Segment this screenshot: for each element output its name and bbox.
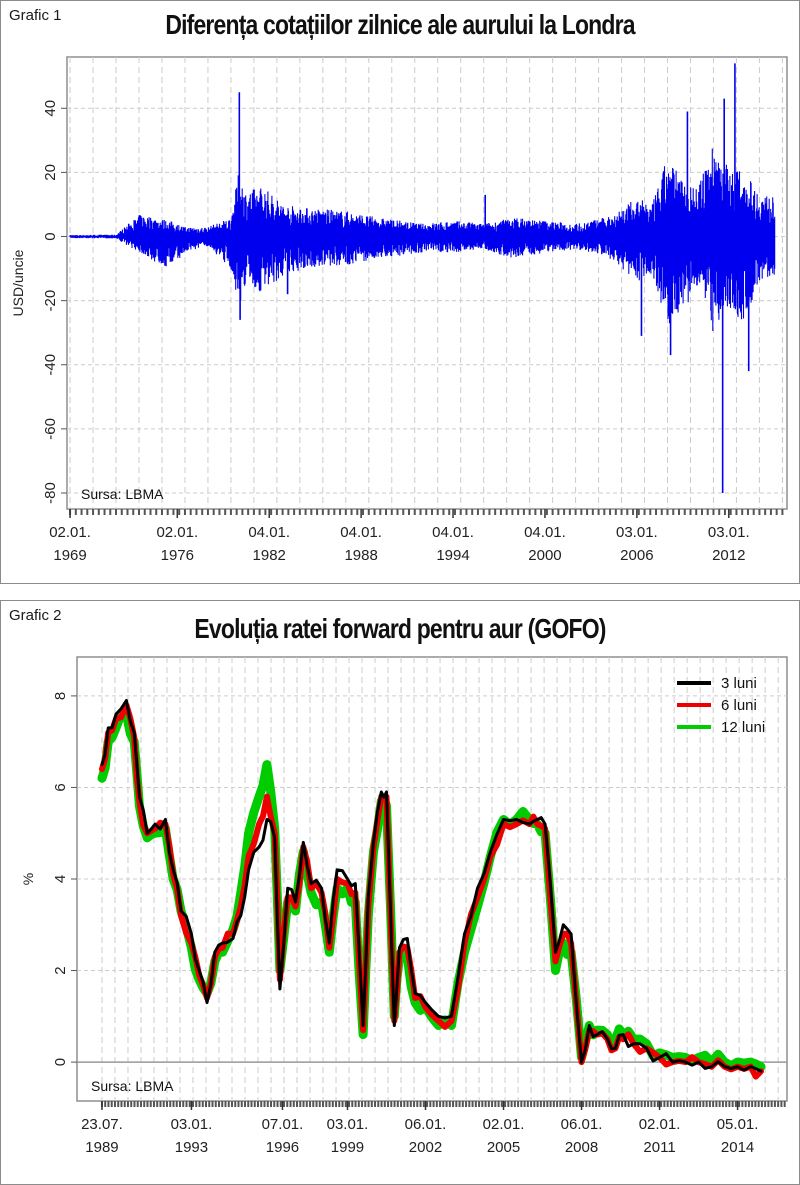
legend: 3 luni 6 luni 12 luni xyxy=(677,675,765,736)
y-axis-label: USD/uncie xyxy=(10,249,26,316)
x-tick-label: 04.01. xyxy=(524,524,566,541)
x-tick-label: 03.01. xyxy=(327,1116,369,1133)
x-tick-label: 06.01. xyxy=(561,1116,603,1133)
x-tick-label: 02.01. xyxy=(49,524,91,541)
legend-label: 3 luni xyxy=(721,675,757,692)
chart-tag: Grafic 1 xyxy=(9,7,62,24)
x-tick-label: 2002 xyxy=(409,1139,442,1156)
series-daily-difference xyxy=(69,148,776,331)
x-tick-label: 1994 xyxy=(436,547,469,564)
y-tick-label: -40 xyxy=(42,354,59,376)
x-tick-label: 23.07. xyxy=(81,1116,123,1133)
chart-title: Diferența cotațiilor zilnice ale aurului… xyxy=(165,9,635,40)
x-tick-label: 1982 xyxy=(253,547,286,564)
chart-panel-1: Grafic 1 Diferența cotațiilor zilnice al… xyxy=(0,0,800,584)
x-tick-label: 1999 xyxy=(331,1139,364,1156)
x-tick-label: 03.01. xyxy=(708,524,750,541)
x-tick-label: 2012 xyxy=(712,547,745,564)
x-tick-label: 1989 xyxy=(85,1139,118,1156)
x-tick-label: 05.01. xyxy=(717,1116,759,1133)
x-tick-label: 04.01. xyxy=(248,524,290,541)
x-tick-label: 1969 xyxy=(53,547,86,564)
x-tick-label: 03.01. xyxy=(171,1116,213,1133)
y-tick-label: 2 xyxy=(52,966,69,974)
x-tick-label: 04.01. xyxy=(432,524,474,541)
x-tick-label: 2014 xyxy=(721,1139,754,1156)
y-tick-label: 0 xyxy=(42,232,59,240)
x-tick-label: 2008 xyxy=(565,1139,598,1156)
y-tick-label: 6 xyxy=(52,783,69,791)
y-axis-label: % xyxy=(20,873,36,885)
chart-title: Evoluția ratei forward pentru aur (GOFO) xyxy=(194,613,606,644)
y-tick-label: 40 xyxy=(42,100,59,117)
series-line-3-luni xyxy=(100,699,763,1073)
x-tick-label: 1996 xyxy=(266,1139,299,1156)
chart-1-plot: 40 20 0 -20 -40 -60 -80 02.01. 1969 02.01. 1976 04.… xyxy=(10,56,788,564)
y-tick-label: -80 xyxy=(42,482,59,504)
source-note: Sursa: LBMA xyxy=(91,1078,174,1094)
x-tick-label: 02.01. xyxy=(156,524,198,541)
y-tick-label: 20 xyxy=(42,164,59,181)
chart-panel-2: Grafic 2 Evoluția ratei forward pentru a… xyxy=(0,600,800,1185)
y-tick-label: -20 xyxy=(42,290,59,312)
x-tick-label: 02.01. xyxy=(483,1116,525,1133)
x-tick-label: 2000 xyxy=(528,547,561,564)
x-tick-label: 2011 xyxy=(643,1139,675,1156)
y-tick-label: -60 xyxy=(42,418,59,440)
x-tick-label: 06.01. xyxy=(405,1116,447,1133)
x-tick-label: 2005 xyxy=(487,1139,520,1156)
x-tick-label: 03.01. xyxy=(616,524,658,541)
chart-tag: Grafic 2 xyxy=(9,607,62,624)
y-tick-label: 0 xyxy=(52,1058,69,1066)
source-note: Sursa: LBMA xyxy=(81,486,164,502)
y-tick-label: 4 xyxy=(52,875,69,883)
x-tick-label: 02.01. xyxy=(639,1116,681,1133)
legend-label: 6 luni xyxy=(721,697,757,714)
y-tick-label: 8 xyxy=(52,692,69,700)
chart-2-plot: 8 6 4 2 0 23.07. 1989 03.01. 1993 07.01. 1996 03.01… xyxy=(20,656,788,1156)
x-tick-label: 1988 xyxy=(344,547,377,564)
x-tick-label: 1993 xyxy=(175,1139,208,1156)
legend-label: 12 luni xyxy=(721,719,765,736)
x-tick-label: 1976 xyxy=(161,547,194,564)
x-tick-label: 07.01. xyxy=(262,1116,304,1133)
x-tick-label: 2006 xyxy=(620,547,653,564)
x-tick-label: 04.01. xyxy=(340,524,382,541)
